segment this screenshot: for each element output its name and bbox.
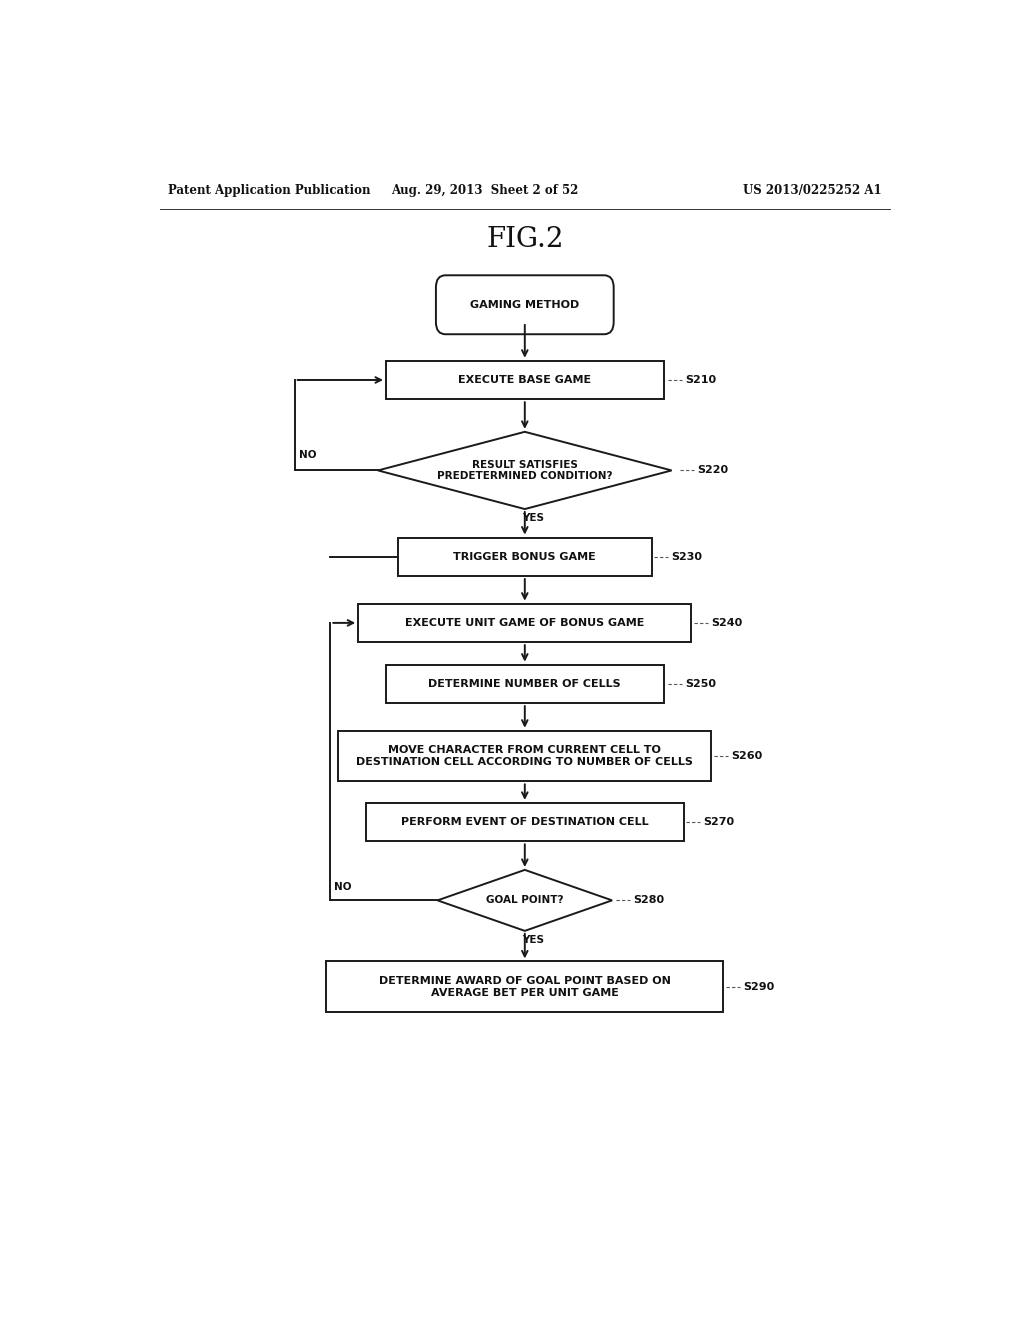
Text: S230: S230 — [672, 552, 702, 562]
Text: NO: NO — [334, 882, 352, 892]
Text: S290: S290 — [743, 982, 774, 991]
Polygon shape — [437, 870, 612, 931]
Text: TRIGGER BONUS GAME: TRIGGER BONUS GAME — [454, 552, 596, 562]
Text: GAMING METHOD: GAMING METHOD — [470, 300, 580, 310]
Text: Patent Application Publication: Patent Application Publication — [168, 183, 371, 197]
Text: EXECUTE BASE GAME: EXECUTE BASE GAME — [458, 375, 592, 385]
Text: S280: S280 — [634, 895, 665, 906]
Text: YES: YES — [522, 513, 544, 523]
Text: S220: S220 — [697, 466, 728, 475]
Text: FIG.2: FIG.2 — [486, 226, 563, 253]
Text: RESULT SATISFIES
PREDETERMINED CONDITION?: RESULT SATISFIES PREDETERMINED CONDITION… — [437, 459, 612, 482]
Text: NO: NO — [299, 450, 316, 461]
FancyBboxPatch shape — [327, 961, 723, 1012]
Text: GOAL POINT?: GOAL POINT? — [486, 895, 563, 906]
FancyBboxPatch shape — [386, 664, 664, 704]
Text: DETERMINE AWARD OF GOAL POINT BASED ON
AVERAGE BET PER UNIT GAME: DETERMINE AWARD OF GOAL POINT BASED ON A… — [379, 975, 671, 998]
Text: YES: YES — [522, 935, 544, 945]
Text: MOVE CHARACTER FROM CURRENT CELL TO
DESTINATION CELL ACCORDING TO NUMBER OF CELL: MOVE CHARACTER FROM CURRENT CELL TO DEST… — [356, 746, 693, 767]
FancyBboxPatch shape — [338, 731, 712, 781]
Text: EXECUTE UNIT GAME OF BONUS GAME: EXECUTE UNIT GAME OF BONUS GAME — [406, 618, 644, 628]
FancyBboxPatch shape — [397, 537, 651, 576]
Text: S240: S240 — [712, 618, 742, 628]
FancyBboxPatch shape — [367, 803, 684, 841]
FancyBboxPatch shape — [436, 276, 613, 334]
Text: S250: S250 — [685, 678, 716, 689]
Text: S260: S260 — [731, 751, 763, 762]
Polygon shape — [378, 432, 672, 510]
FancyBboxPatch shape — [386, 360, 664, 399]
Text: S210: S210 — [685, 375, 716, 385]
Text: DETERMINE NUMBER OF CELLS: DETERMINE NUMBER OF CELLS — [428, 678, 622, 689]
Text: Aug. 29, 2013  Sheet 2 of 52: Aug. 29, 2013 Sheet 2 of 52 — [391, 183, 579, 197]
Text: US 2013/0225252 A1: US 2013/0225252 A1 — [743, 183, 882, 197]
Text: S270: S270 — [703, 817, 734, 828]
FancyBboxPatch shape — [358, 603, 691, 643]
Text: PERFORM EVENT OF DESTINATION CELL: PERFORM EVENT OF DESTINATION CELL — [401, 817, 648, 828]
